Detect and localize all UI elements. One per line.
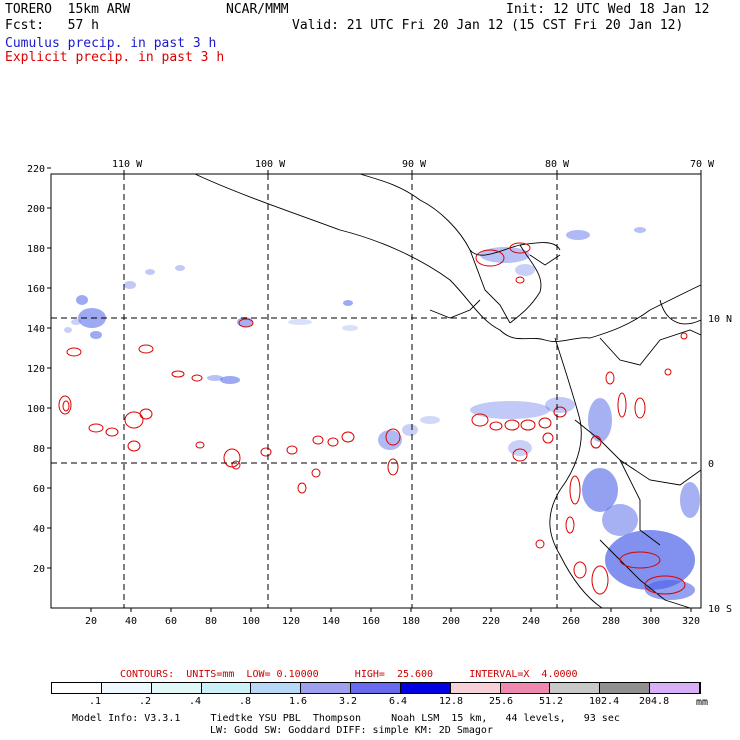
colorbar-label: 12.8 — [439, 696, 464, 707]
x-tick-label: 180 — [402, 616, 420, 627]
colorbar-swatch — [301, 683, 352, 693]
init-time: Init: 12 UTC Wed 18 Jan 12 — [506, 2, 710, 17]
y-tick-label: 140 — [27, 324, 45, 335]
colorbar-unit: mm — [696, 697, 709, 708]
y-tick-label: 100 — [27, 404, 45, 415]
colorbar-swatch — [251, 683, 302, 693]
coastlines — [194, 173, 702, 609]
colorbar-label: 25.6 — [489, 696, 514, 707]
colorbar-swatch — [500, 683, 551, 693]
colorbar-swatch — [151, 683, 202, 693]
colorbar-label: .4 — [189, 696, 202, 707]
y-tick-label: 20 — [33, 564, 45, 575]
colorbar-label: .8 — [239, 696, 252, 707]
x-tick-label: 100 — [242, 616, 260, 627]
lon-label-100w: 100 W — [255, 159, 286, 170]
colorbar-swatch — [400, 683, 451, 693]
y-tick-label: 220 — [27, 164, 45, 175]
x-tick-label: 240 — [522, 616, 540, 627]
x-tick-label: 160 — [362, 616, 380, 627]
y-tick-label: 160 — [27, 284, 45, 295]
colorbar-label: 6.4 — [389, 696, 408, 707]
colorbar-swatch — [550, 683, 601, 693]
colorbar-swatch — [450, 683, 501, 693]
lon-label-90w: 90 W — [402, 159, 427, 170]
colorbar-label: 51.2 — [539, 696, 564, 707]
x-axis-ticks: 20 40 60 80 100 120 140 160 180 200 220 240 260 280 30… — [85, 608, 700, 627]
y-tick-label: 120 — [27, 364, 45, 375]
map-frame — [50, 173, 702, 609]
lon-ticks — [123, 170, 702, 174]
contour-info: CONTOURS: UNITS=mm LOW= 0.10000 HIGH= 25… — [120, 669, 578, 680]
lon-label-80w: 80 W — [545, 159, 570, 170]
x-tick-label: 140 — [322, 616, 340, 627]
colorbar-label: 102.4 — [589, 696, 620, 707]
lon-label-110w: 110 W — [112, 159, 143, 170]
lon-label-70w: 70 W — [690, 159, 715, 170]
y-tick-label: 180 — [27, 244, 45, 255]
x-tick-label: 200 — [442, 616, 460, 627]
model-info-line1: Model Info: V3.3.1 Tiedtke YSU PBL Thomp… — [72, 713, 620, 724]
x-tick-label: 220 — [482, 616, 500, 627]
colorbar-swatch — [101, 683, 152, 693]
x-tick-label: 300 — [642, 616, 660, 627]
legend-cumulus: Cumulus precip. in past 3 h — [5, 36, 217, 51]
x-tick-label: 320 — [682, 616, 700, 627]
colorbar-label: 3.2 — [339, 696, 358, 707]
x-tick-label: 40 — [125, 616, 137, 627]
precip-cumulus-layer — [64, 227, 700, 600]
colorbar-swatch — [650, 683, 700, 693]
y-axis-ticks: 20 40 60 80 100 120 140 160 180 200 220 — [27, 164, 51, 575]
x-tick-label: 120 — [282, 616, 300, 627]
colorbar-label: 204.8 — [639, 696, 670, 707]
y-tick-label: 80 — [33, 444, 45, 455]
colorbar-swatch — [201, 683, 252, 693]
colorbar-label: 1.6 — [289, 696, 308, 707]
colorbar-swatch — [52, 683, 102, 693]
colorbar-label: .1 — [89, 696, 102, 707]
lat-label-10s: 10 S — [708, 604, 732, 615]
legend-explicit: Explicit precip. in past 3 h — [5, 50, 225, 65]
x-tick-label: 60 — [165, 616, 177, 627]
org-label: NCAR/MMM — [226, 2, 289, 17]
x-tick-label: 280 — [602, 616, 620, 627]
model-info-line2: LW: Godd SW: Goddard DIFF: simple KM: 2D… — [210, 725, 493, 736]
lat-label-10n: 10 N — [708, 314, 732, 325]
colorbar-label: .2 — [139, 696, 152, 707]
x-tick-label: 20 — [85, 616, 97, 627]
forecast-hour: Fcst: 57 h — [5, 18, 99, 33]
x-tick-label: 80 — [205, 616, 217, 627]
colorbar — [51, 682, 701, 694]
y-tick-label: 60 — [33, 484, 45, 495]
colorbar-labels: .1 .2 .4 .8 1.6 3.2 6.4 12.8 25.6 51.2 102.4 204.8 — [51, 696, 701, 708]
lat-label-0: 0 — [708, 459, 714, 470]
x-tick-label: 260 — [562, 616, 580, 627]
y-tick-label: 40 — [33, 524, 45, 535]
precip-explicit-layer — [58, 242, 688, 595]
colorbar-swatch — [600, 683, 651, 693]
colorbar-swatch — [351, 683, 401, 693]
valid-time: Valid: 21 UTC Fri 20 Jan 12 (15 CST Fri … — [292, 18, 684, 33]
y-tick-label: 200 — [27, 204, 45, 215]
latlon-grid — [51, 174, 701, 608]
model-title: TORERO 15km ARW — [5, 2, 131, 17]
